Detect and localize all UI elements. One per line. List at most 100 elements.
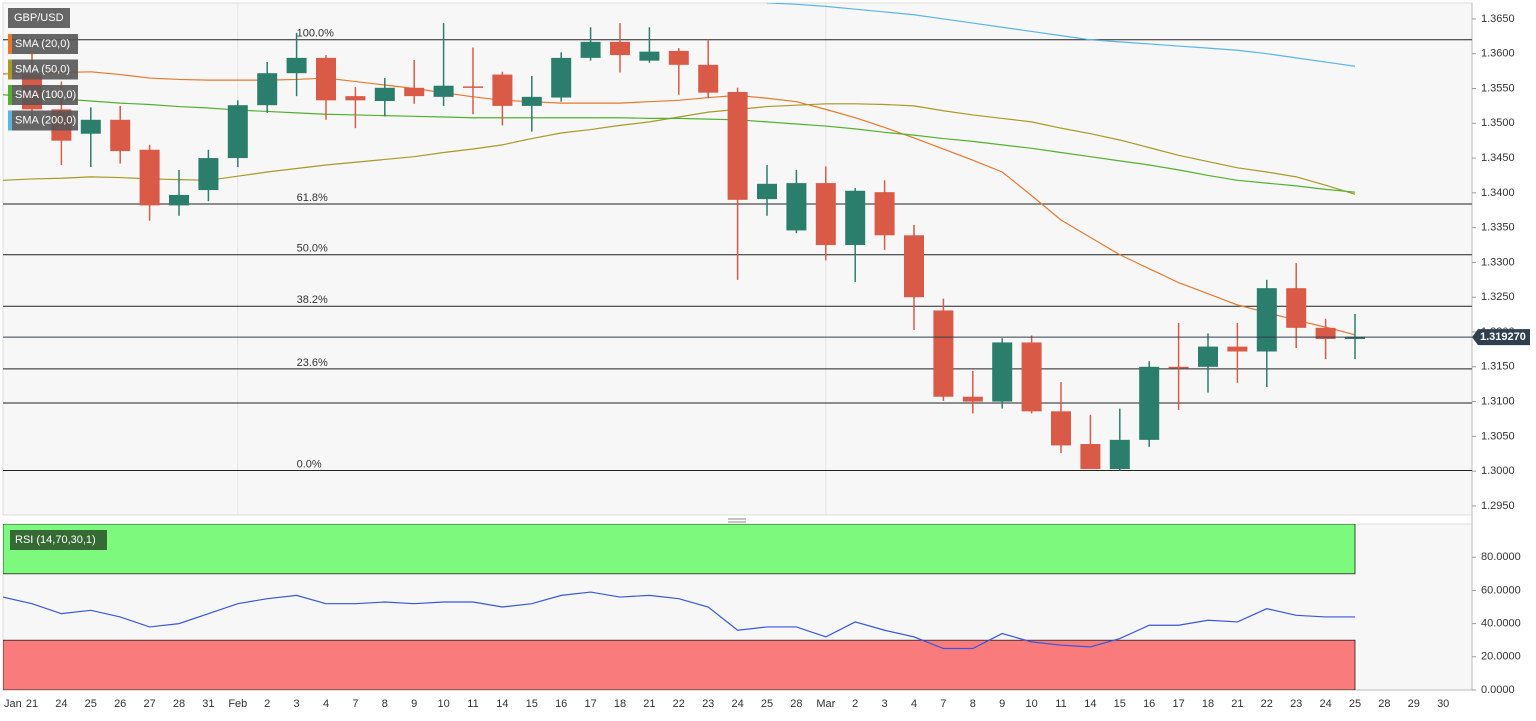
y-tick-label: 1.3300 [1481,256,1515,268]
candle-body [1168,366,1189,369]
x-tick-label: 16 [555,698,567,710]
candle-body [668,50,689,65]
x-tick-label: 2 [852,698,858,710]
x-tick-label: 11 [1055,698,1066,710]
legend-swatch [8,59,12,80]
candle-body [727,91,748,200]
candle-body [198,158,219,191]
rsi-y-tick-label: 60.0000 [1481,584,1521,596]
x-tick-label: 22 [673,698,685,710]
x-tick-label: 24 [55,698,67,710]
x-tick-label: 7 [352,698,358,710]
x-tick-label: 28 [790,698,802,710]
candle-body [639,51,660,61]
candle-body [1345,336,1365,339]
panel-resize-handle[interactable] [728,518,746,523]
x-tick-label: 21 [26,698,38,710]
x-tick-label: 25 [1349,698,1361,710]
candle-body [521,96,542,106]
y-tick-label: 1.3550 [1481,82,1515,94]
fib-label: 38.2% [297,294,328,306]
rsi-y-tick-label: 80.0000 [1481,551,1521,563]
y-tick-label: 1.3450 [1481,152,1515,164]
legend-title: GBP/USD [14,12,64,24]
candle-body [169,194,189,206]
x-tick-label: 21 [1231,698,1243,710]
candle-body [257,73,278,106]
x-tick-label: 30 [1437,698,1449,710]
x-tick-label: 25 [761,698,773,710]
candle-body [992,342,1013,402]
x-tick-label: 16 [1143,698,1155,710]
legend-box [8,8,70,28]
fib-label: 100.0% [297,28,335,40]
x-tick-label: 14 [496,698,508,710]
y-tick-label: 1.3600 [1481,48,1515,60]
x-tick-label: 9 [411,698,417,710]
candle-body [815,183,836,246]
x-tick-label: 3 [882,698,888,710]
x-tick-label: 10 [1025,698,1037,710]
legend-label: SMA (50,0) [15,63,70,75]
x-tick-label: 24 [731,698,743,710]
fib-label: 50.0% [297,243,328,255]
x-tick-label: 29 [1408,698,1420,710]
x-tick-label: 23 [1290,698,1302,710]
legend-label: SMA (100,0) [15,89,76,101]
x-tick-label: 14 [1084,698,1096,710]
y-tick-label: 1.3000 [1481,465,1515,477]
rsi-y-tick-label: 40.0000 [1481,618,1521,630]
sma-line [766,3,1356,67]
candle-body [433,85,454,97]
fib-label: 23.6% [297,357,328,369]
x-tick-label: 25 [85,698,97,710]
candle-body [492,74,513,106]
candle-body [1286,288,1307,328]
x-tick-label: 2 [264,698,270,710]
rsi-y-tick-label: 20.0000 [1481,651,1521,663]
candle-body [962,396,983,402]
candle-body [316,57,336,101]
y-tick-label: 1.2950 [1481,500,1515,512]
candle-body [580,41,601,58]
candle-body [1109,439,1130,470]
rsi-legend-label: RSI (14,70,30,1) [15,534,96,546]
y-tick-label: 1.3100 [1481,395,1515,407]
y-tick-label: 1.3500 [1481,117,1515,129]
candle-body [610,41,630,56]
x-tick-label: Feb [228,698,247,710]
rsi-y-tick-label: 0.0000 [1481,684,1515,696]
x-tick-label: 26 [114,698,126,710]
legend-item-box [8,34,78,54]
y-tick-label: 1.3050 [1481,430,1515,442]
candle-body [1198,346,1218,367]
x-tick-label: 7 [940,698,946,710]
rsi-legend-box [10,530,107,550]
candle-body [698,64,719,93]
legend-swatch [8,85,12,105]
candle-body [374,87,395,102]
candle-body [1315,327,1336,339]
x-tick-label: 17 [1172,698,1184,710]
candle-body [80,119,101,134]
candle-body [786,183,807,231]
x-tick-label: 28 [173,698,185,710]
candle-body [845,190,866,246]
y-tick-label: 1.3250 [1481,291,1515,303]
x-tick-label: Mar [816,698,835,710]
x-tick-label: 4 [323,698,329,710]
x-tick-label: 31 [202,698,214,710]
candle-body [904,235,924,298]
x-tick-label: 15 [526,698,538,710]
x-tick-label: 21 [643,698,655,710]
legend-swatch [8,110,12,131]
y-tick-label: 1.3400 [1481,187,1515,199]
candle-body [139,149,160,206]
x-tick-label: 17 [584,698,596,710]
last-price-tag [1472,329,1530,346]
x-tick-label: 8 [970,698,976,710]
x-tick-label: 4 [911,698,917,710]
x-tick-label: 18 [614,698,626,710]
